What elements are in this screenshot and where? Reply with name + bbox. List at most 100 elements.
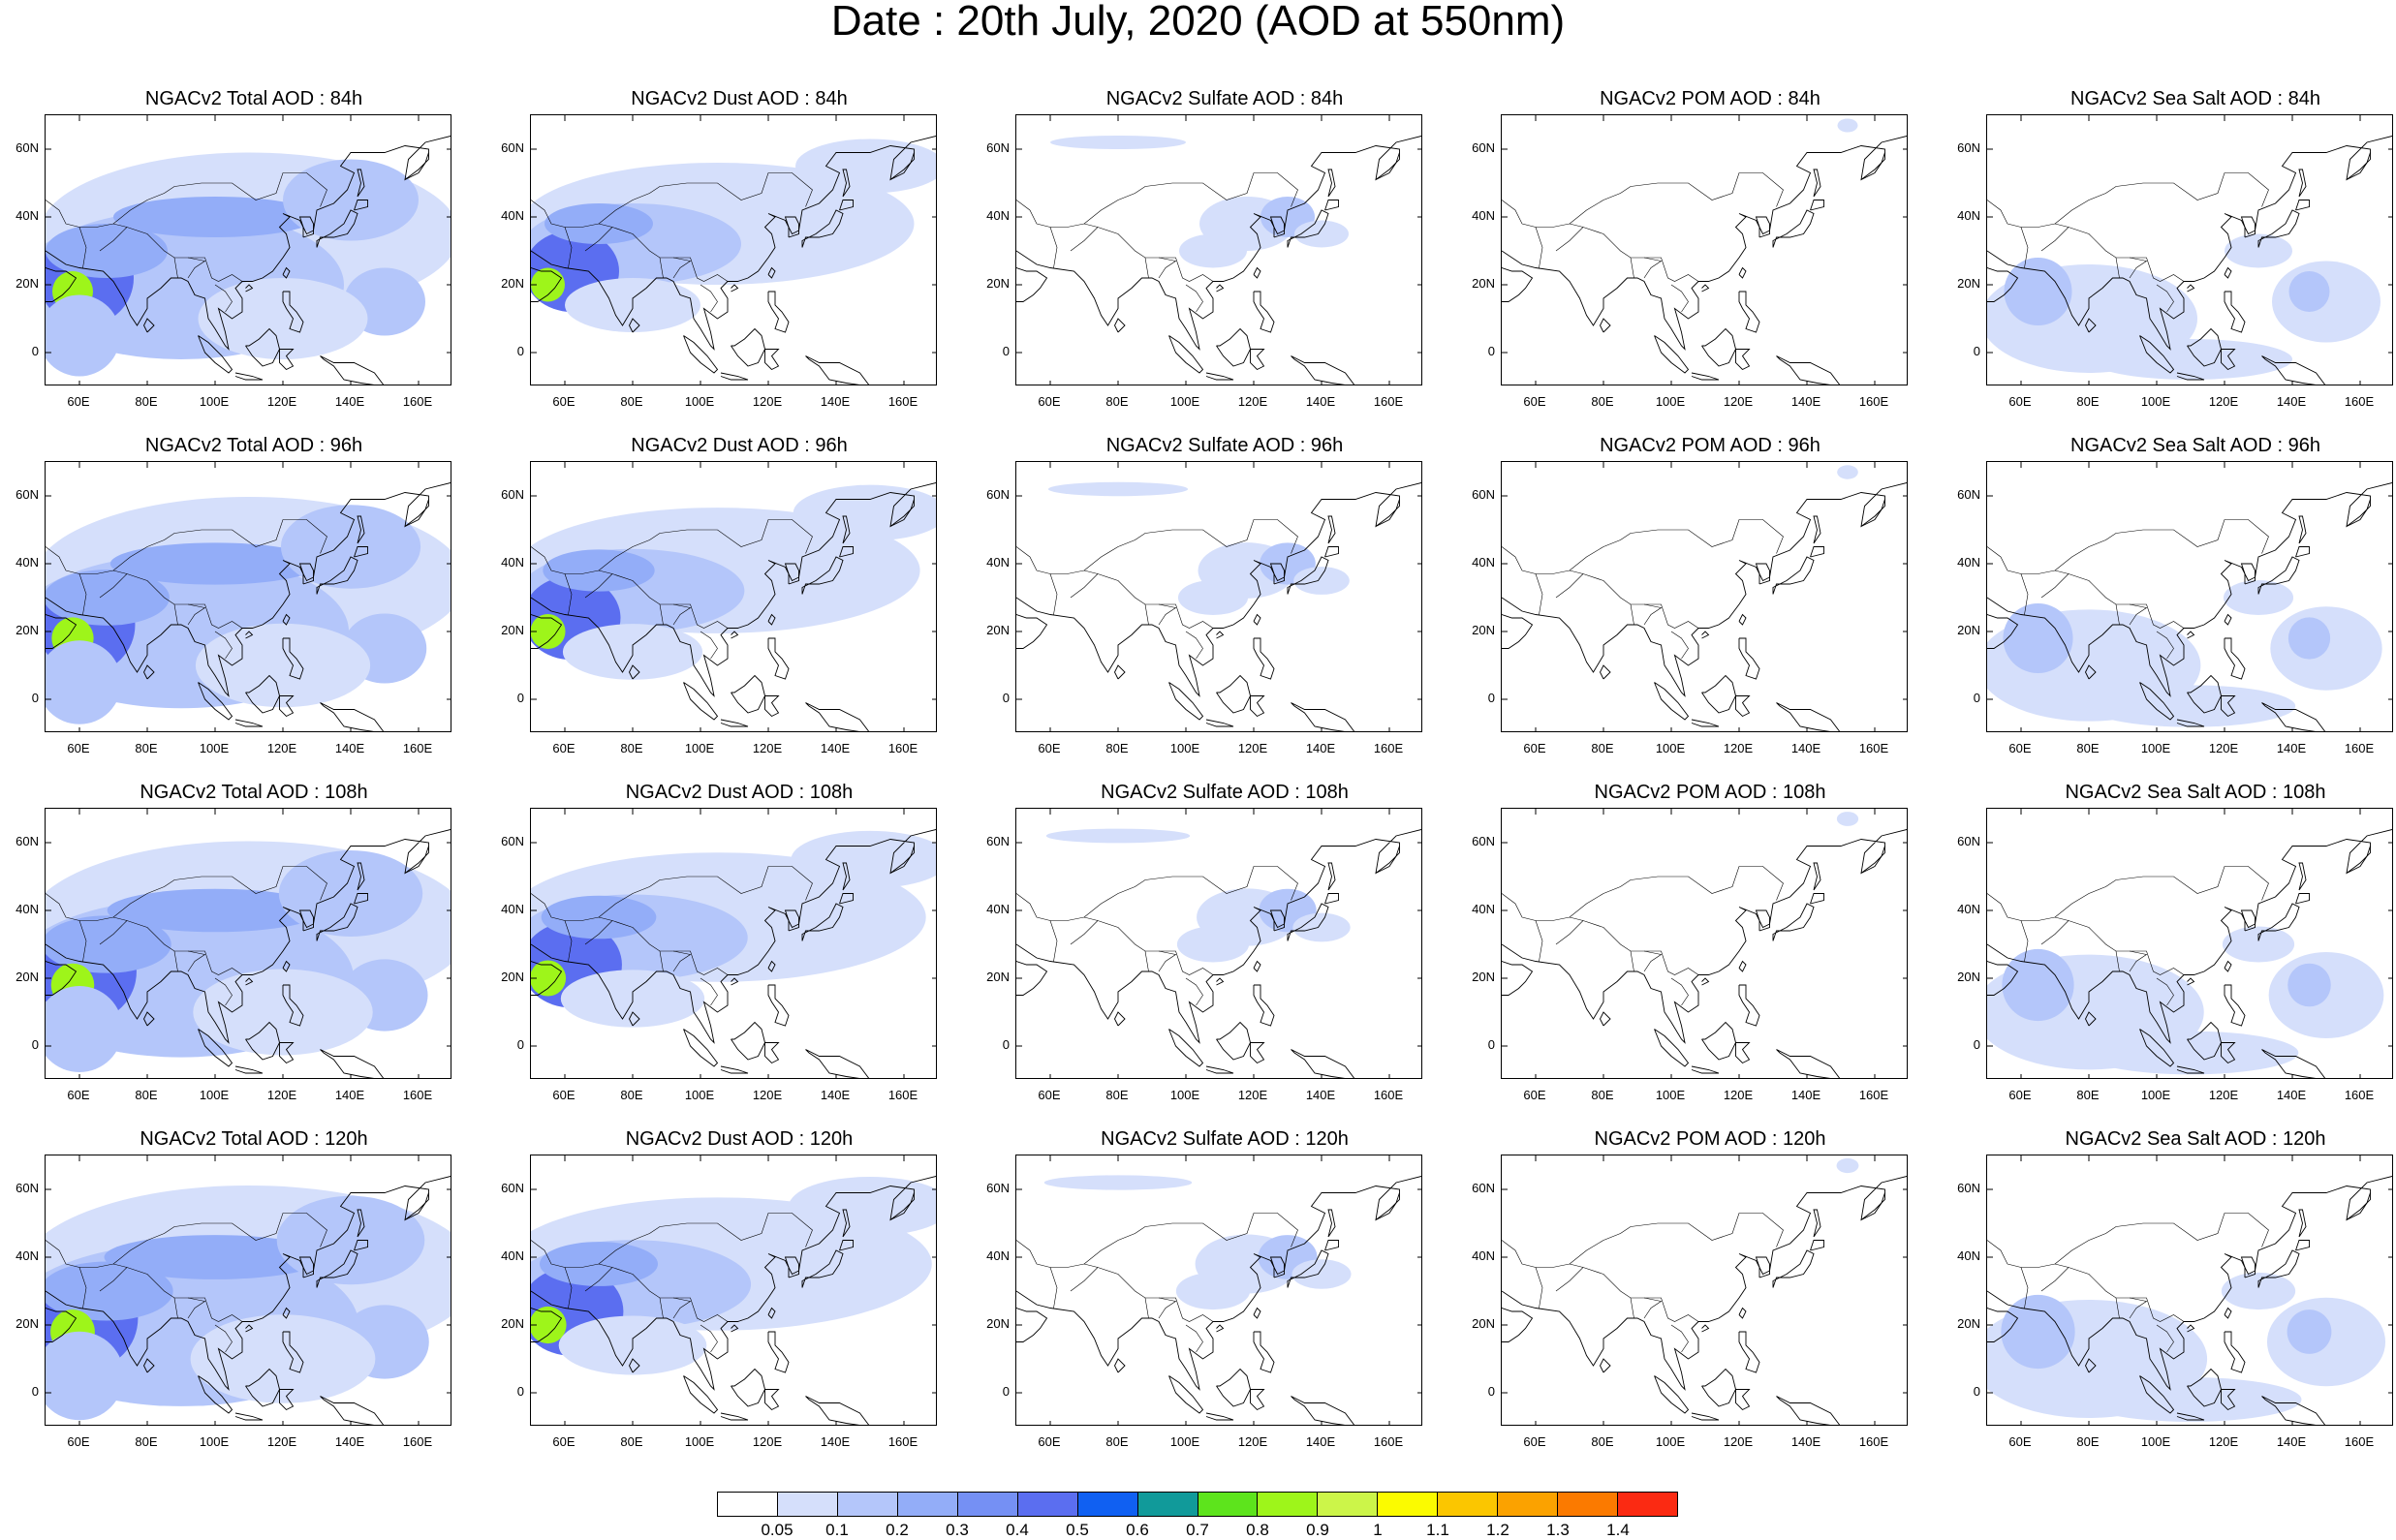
lon-tick-label: 120E bbox=[2208, 1088, 2239, 1102]
lon-tick-label: 160E bbox=[887, 1434, 918, 1449]
panel-title: NGACv2 Dust AOD : 108h bbox=[625, 782, 854, 803]
lon-tick-label: 140E bbox=[820, 394, 851, 409]
lon-tick-label: 160E bbox=[2344, 1434, 2375, 1449]
lat-tick-label: 0 bbox=[1487, 344, 1495, 358]
lat-tick-label: 20N bbox=[16, 1316, 39, 1331]
aod-shading bbox=[193, 969, 373, 1056]
lat-tick-label: 60N bbox=[1472, 487, 1495, 502]
lon-tick-label: 60E bbox=[2008, 394, 2032, 409]
coastline bbox=[245, 327, 280, 367]
lon-tick-label: 60E bbox=[1038, 741, 1061, 755]
lon-tick-label: 160E bbox=[402, 1434, 433, 1449]
lat-tick-label: 20N bbox=[1472, 1316, 1495, 1331]
coastline bbox=[2261, 355, 2326, 385]
country-border bbox=[1083, 519, 1298, 571]
map-svg bbox=[1502, 1155, 1907, 1425]
lat-tick-label: 0 bbox=[31, 1384, 39, 1399]
map-panel-total-84h: NGACv2 Total AOD : 84h 60N 40N 20N 0 60E 80E 10… bbox=[2, 87, 477, 432]
lat-tick-label: 20N bbox=[986, 1316, 1010, 1331]
colorbar-box bbox=[1137, 1493, 1198, 1516]
map-svg bbox=[531, 809, 936, 1078]
country-border bbox=[2115, 603, 2120, 626]
lat-tick-label: 60N bbox=[1472, 834, 1495, 848]
aod-shading bbox=[46, 224, 168, 278]
coastline bbox=[1502, 1291, 1534, 1342]
lon-tick-label: 120E bbox=[266, 1434, 297, 1449]
coastline bbox=[2257, 1249, 2300, 1288]
coastline bbox=[1016, 482, 1421, 697]
colorbar-box bbox=[777, 1493, 838, 1516]
colorbar-label: 0.3 bbox=[946, 1521, 969, 1539]
coastline bbox=[1216, 977, 1225, 986]
coastline bbox=[767, 291, 790, 333]
coastline bbox=[142, 1011, 155, 1027]
coastline bbox=[1205, 372, 1234, 381]
lon-tick-label: 120E bbox=[2208, 741, 2239, 755]
coastline bbox=[282, 266, 291, 279]
lat-tick-label: 60N bbox=[501, 487, 524, 502]
lat-tick-label: 0 bbox=[516, 691, 524, 705]
coastline bbox=[2261, 1049, 2326, 1078]
lat-tick-label: 0 bbox=[1487, 1384, 1495, 1399]
country-border bbox=[2020, 920, 2029, 962]
lon-tick-label: 100E bbox=[1655, 1434, 1686, 1449]
coastline bbox=[2187, 284, 2195, 293]
lat-tick-label: 0 bbox=[31, 344, 39, 358]
country-border bbox=[1630, 603, 1634, 626]
lon-tick-label: 80E bbox=[620, 741, 643, 755]
aod-shading bbox=[104, 1235, 327, 1279]
colorbar-label: 0.7 bbox=[1186, 1521, 1209, 1539]
country-border bbox=[2129, 603, 2148, 626]
coastline bbox=[2139, 1375, 2175, 1414]
coastline bbox=[245, 1368, 280, 1407]
coastline bbox=[731, 674, 765, 714]
coastline bbox=[1287, 1249, 1329, 1288]
coastline bbox=[198, 682, 233, 721]
coastline bbox=[1701, 1324, 1710, 1333]
country-border bbox=[2156, 631, 2174, 660]
lon-tick-label: 140E bbox=[1305, 741, 1336, 755]
country-border bbox=[584, 227, 613, 252]
coastline bbox=[731, 1021, 765, 1061]
coastline bbox=[842, 1209, 851, 1238]
lon-tick-label: 100E bbox=[2140, 394, 2171, 409]
country-border bbox=[1502, 546, 1537, 574]
country-border bbox=[584, 920, 613, 945]
country-border bbox=[672, 603, 692, 626]
country-border bbox=[531, 893, 566, 921]
lat-tick-label: 20N bbox=[1957, 970, 1980, 984]
country-border bbox=[1083, 866, 1298, 918]
lat-tick-label: 60N bbox=[501, 834, 524, 848]
lat-tick-label: 20N bbox=[986, 970, 1010, 984]
lon-tick-label: 80E bbox=[1105, 394, 1129, 409]
coastline bbox=[198, 1029, 233, 1067]
lon-tick-label: 80E bbox=[2076, 1088, 2100, 1102]
country-border bbox=[700, 1324, 718, 1353]
lon-tick-label: 100E bbox=[684, 741, 715, 755]
country-border bbox=[1185, 284, 1203, 313]
aod-shading bbox=[46, 915, 171, 973]
panel-title: NGACv2 Dust AOD : 84h bbox=[631, 88, 848, 109]
lat-tick-label: 20N bbox=[501, 970, 524, 984]
coastline bbox=[1738, 1331, 1760, 1373]
aod-shading bbox=[789, 1176, 936, 1237]
coastline bbox=[279, 695, 295, 718]
coastline bbox=[234, 1065, 264, 1074]
coastline bbox=[1860, 499, 1885, 527]
coastline bbox=[282, 1331, 304, 1373]
country-border bbox=[1144, 1297, 1149, 1319]
lon-tick-label: 160E bbox=[1858, 1088, 1889, 1102]
lat-tick-label: 40N bbox=[1957, 555, 1980, 570]
lon-tick-label: 120E bbox=[2208, 1434, 2239, 1449]
coastline bbox=[842, 515, 851, 544]
coastline bbox=[767, 1331, 790, 1373]
coastline bbox=[1502, 944, 1534, 996]
map-svg bbox=[1016, 809, 1421, 1078]
country-border bbox=[78, 227, 87, 268]
map-panel-pom-120h: NGACv2 POM AOD : 120h 60N 40N 20N 0 60E 80E 100… bbox=[1458, 1127, 1933, 1472]
coastline bbox=[354, 1240, 368, 1251]
coastline bbox=[1810, 1240, 1824, 1251]
coastline bbox=[357, 169, 365, 198]
coastline bbox=[1701, 284, 1710, 293]
lon-tick-label: 80E bbox=[620, 1088, 643, 1102]
